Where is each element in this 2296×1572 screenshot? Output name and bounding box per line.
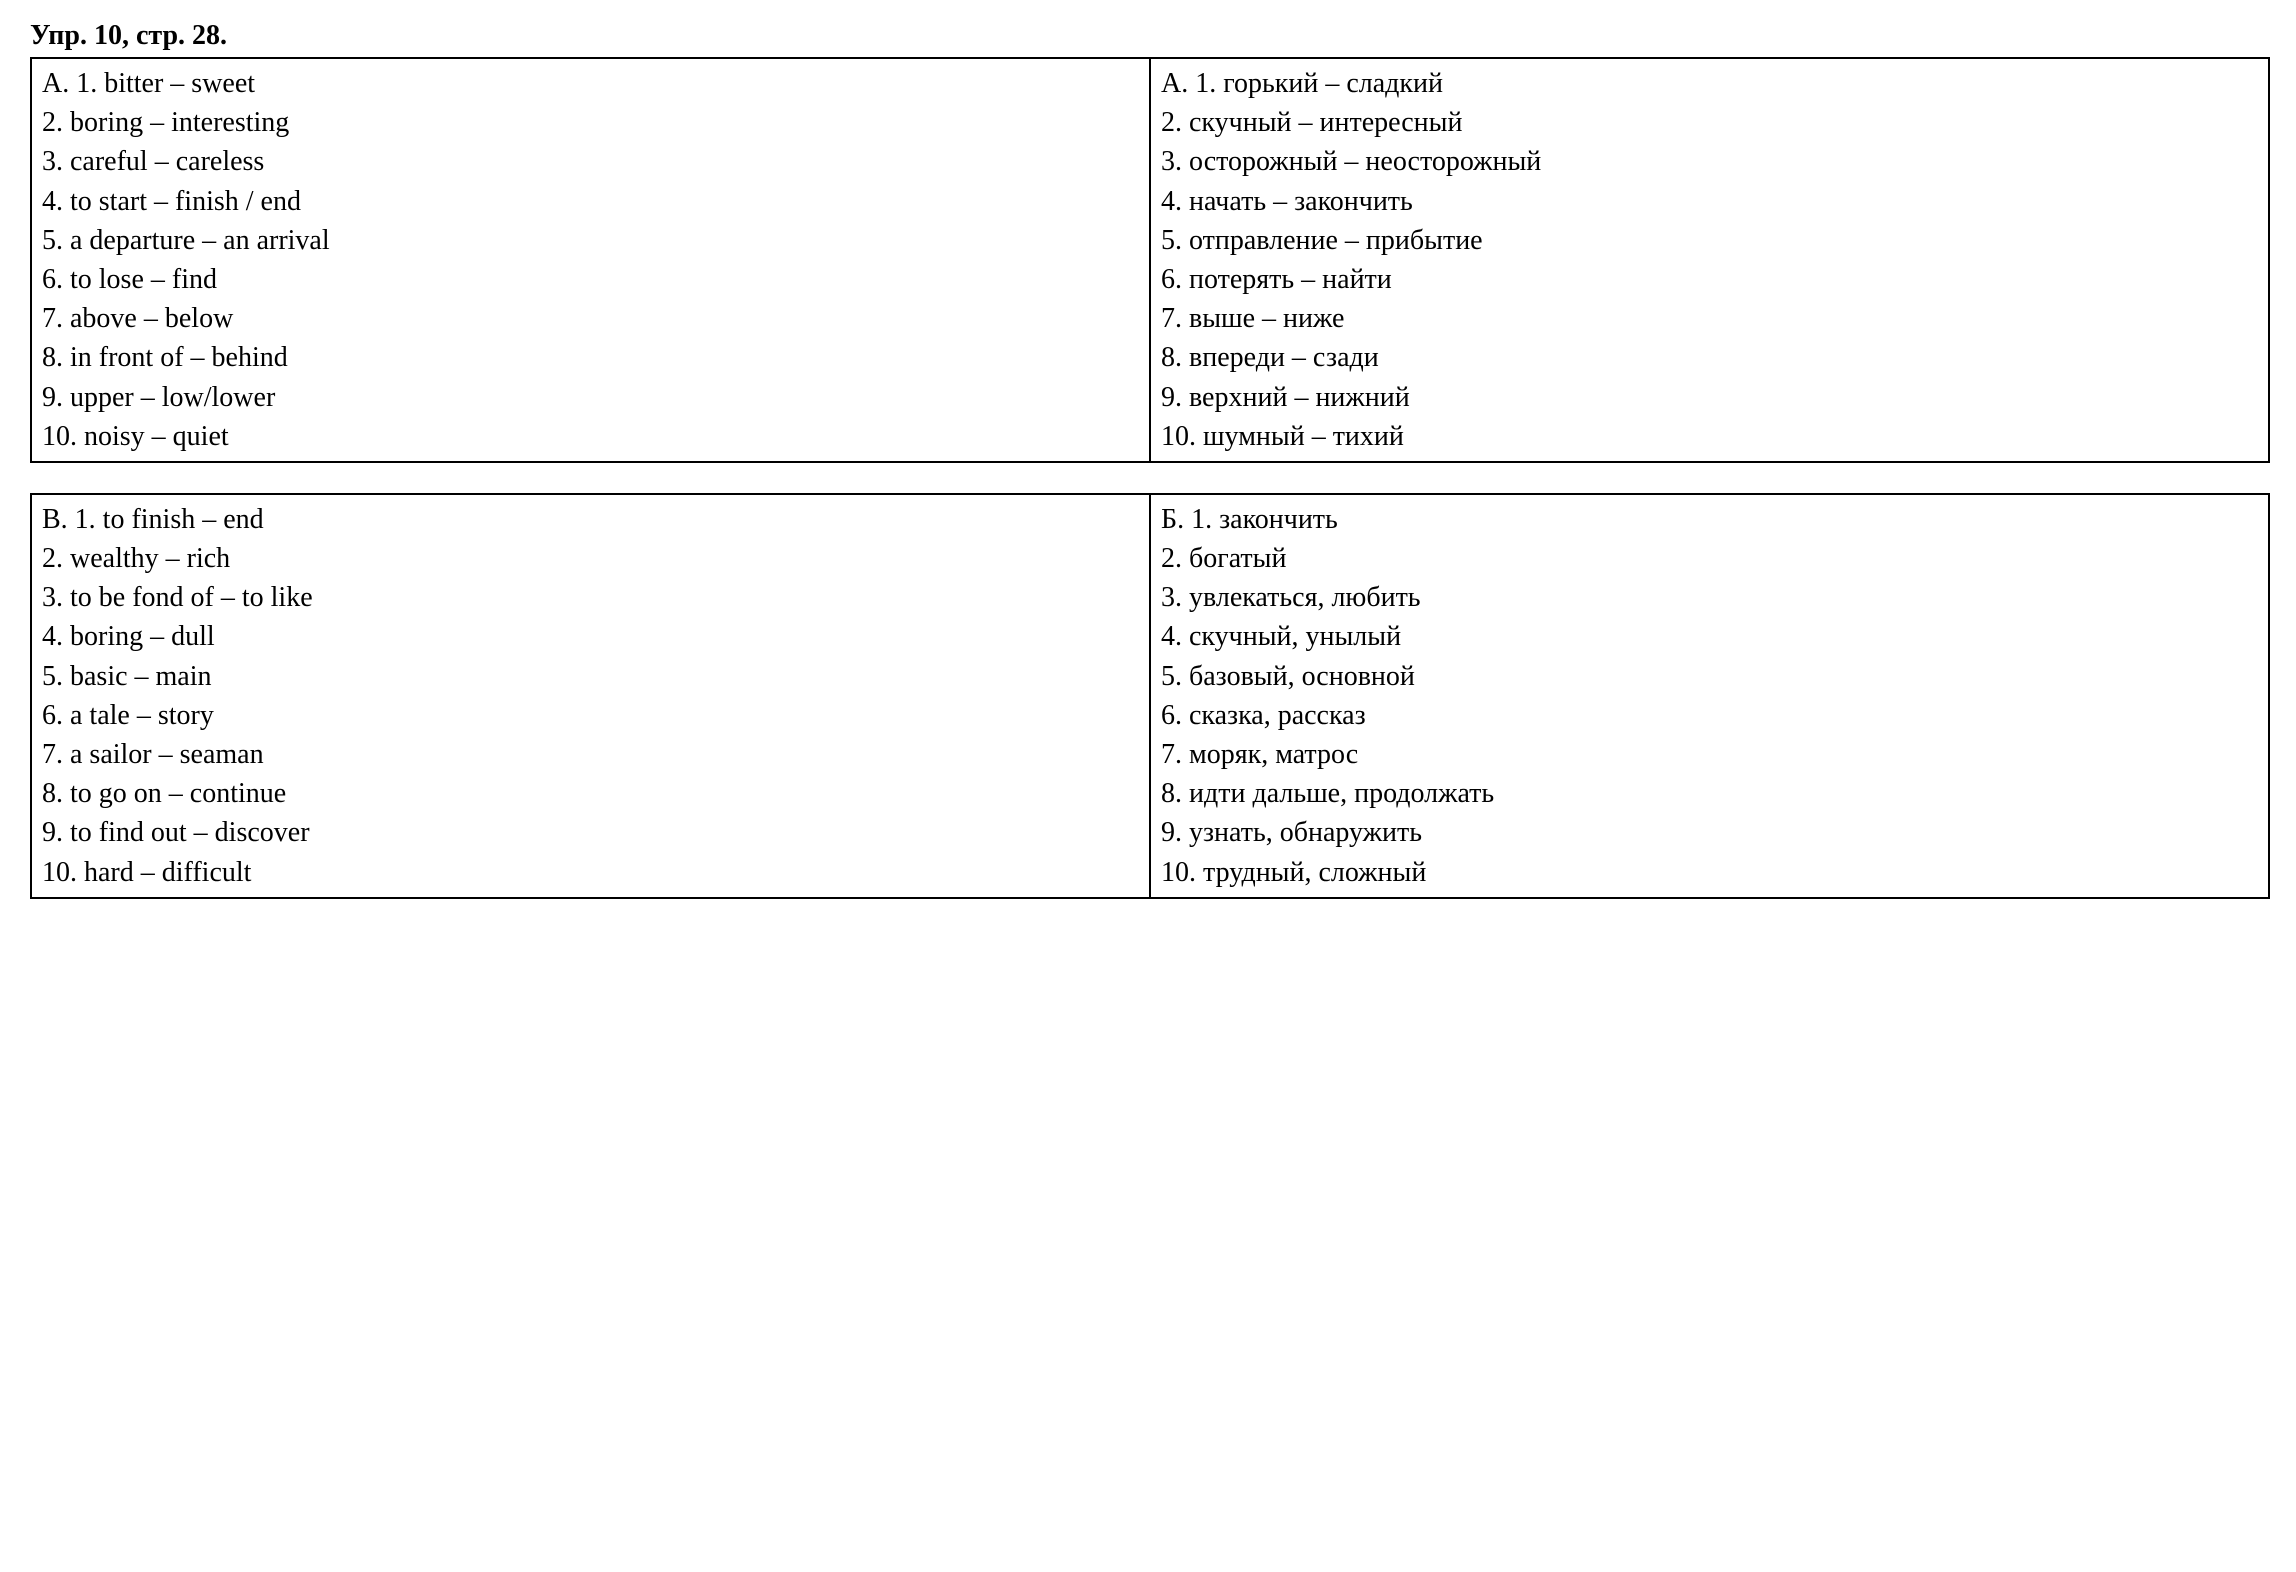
list-item: 7. выше – ниже [1161,299,2258,338]
list-item: 8. in front of – behind [42,338,1139,377]
list-item: 8. to go on – continue [42,774,1139,813]
list-item: 6. сказка, рассказ [1161,696,2258,735]
list-item: А. 1. горький – сладкий [1161,64,2258,103]
table-cell-english: B. 1. to finish – end 2. wealthy – rich … [32,495,1151,897]
table-cell-english: A. 1. bitter – sweet 2. boring – interes… [32,59,1151,461]
list-item: 8. идти дальше, продолжать [1161,774,2258,813]
list-item: 9. узнать, обнаружить [1161,813,2258,852]
list-item: 6. потерять – найти [1161,260,2258,299]
list-item: 4. скучный, унылый [1161,617,2258,656]
list-item: 4. начать – закончить [1161,182,2258,221]
list-item: 6. to lose – find [42,260,1139,299]
list-item: 10. hard – difficult [42,853,1139,892]
list-item: B. 1. to finish – end [42,500,1139,539]
list-item: 2. boring – interesting [42,103,1139,142]
list-item: 4. to start – finish / end [42,182,1139,221]
table-b: B. 1. to finish – end 2. wealthy – rich … [30,493,2270,899]
list-item: A. 1. bitter – sweet [42,64,1139,103]
list-item: 5. basic – main [42,657,1139,696]
list-item: 7. above – below [42,299,1139,338]
list-item: 9. to find out – discover [42,813,1139,852]
table-a: A. 1. bitter – sweet 2. boring – interes… [30,57,2270,463]
list-item: 3. careful – careless [42,142,1139,181]
list-item: 10. noisy – quiet [42,417,1139,456]
table-row: B. 1. to finish – end 2. wealthy – rich … [32,495,2268,897]
table-cell-russian: Б. 1. закончить 2. богатый 3. увлекаться… [1151,495,2268,897]
exercise-header: Упр. 10, стр. 28. [30,20,2266,52]
list-item: 8. впереди – сзади [1161,338,2258,377]
list-item: 6. a tale – story [42,696,1139,735]
list-item: 4. boring – dull [42,617,1139,656]
list-item: 9. верхний – нижний [1161,378,2258,417]
list-item: 2. богатый [1161,539,2258,578]
list-item: 7. a sailor – seaman [42,735,1139,774]
list-item: 7. моряк, матрос [1161,735,2258,774]
list-item: 5. отправление – прибытие [1161,221,2258,260]
list-item: 10. трудный, сложный [1161,853,2258,892]
table-row: A. 1. bitter – sweet 2. boring – interes… [32,59,2268,461]
list-item: 3. to be fond of – to like [42,578,1139,617]
table-cell-russian: А. 1. горький – сладкий 2. скучный – инт… [1151,59,2268,461]
list-item: 9. upper – low/lower [42,378,1139,417]
list-item: 10. шумный – тихий [1161,417,2258,456]
list-item: 2. скучный – интересный [1161,103,2258,142]
list-item: 5. базовый, основной [1161,657,2258,696]
list-item: 3. осторожный – неосторожный [1161,142,2258,181]
list-item: 2. wealthy – rich [42,539,1139,578]
list-item: Б. 1. закончить [1161,500,2258,539]
list-item: 3. увлекаться, любить [1161,578,2258,617]
list-item: 5. a departure – an arrival [42,221,1139,260]
